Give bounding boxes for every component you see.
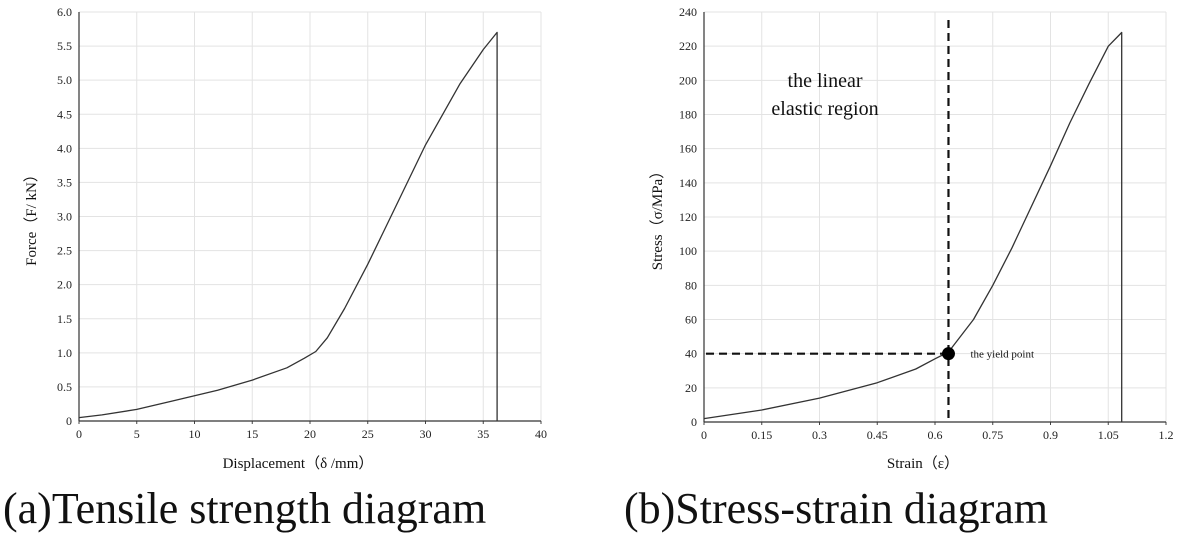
- y-axis-label: Stress（σ/MPa）: [649, 164, 666, 270]
- x-tick-label: 15: [246, 427, 258, 441]
- x-tick-label: 0: [76, 427, 82, 441]
- yield-point-marker: [941, 347, 955, 361]
- caption-a: (a)Tensile strength diagram: [3, 484, 487, 533]
- series-line: [703, 31, 1123, 422]
- y-tick-label: 5.0: [57, 73, 72, 87]
- y-tick-label: 80: [685, 278, 697, 292]
- x-tick-label: 0.15: [751, 428, 772, 442]
- y-tick-label: 200: [679, 73, 697, 87]
- x-axis-label: Displacement（δ /mm）: [223, 455, 374, 472]
- caption-b: (b)Stress-strain diagram: [624, 484, 1048, 533]
- y-tick-label: 140: [679, 176, 697, 190]
- x-tick-label: 0.3: [812, 428, 827, 442]
- y-tick-label: 2.5: [57, 244, 72, 258]
- y-tick-label: 2.0: [57, 278, 72, 292]
- y-axis-label: Force（F/ kN）: [23, 167, 40, 266]
- yield-point-label: the yield point: [970, 349, 1034, 361]
- chart-b: 0 0.15 0.3 0.45 0.6 0.75 0.9 1.05 1.2 0 20 40 60 80 10…: [649, 5, 1174, 472]
- x-tick-label: 40: [535, 427, 547, 441]
- x-axis-label: Strain（ε）: [887, 455, 959, 472]
- y-tick-label: 1.5: [57, 312, 72, 326]
- x-tick-label: 0.6: [928, 428, 943, 442]
- y-tick-label: 4.0: [57, 141, 72, 155]
- series-line: [78, 31, 498, 421]
- y-tick-label: 180: [679, 108, 697, 122]
- y-tick-label: 120: [679, 210, 697, 224]
- region-label-line1: the linear: [788, 70, 863, 92]
- y-tick-label: 0: [691, 415, 697, 429]
- x-tick-label: 1.2: [1159, 428, 1174, 442]
- y-tick-label: 3.0: [57, 210, 72, 224]
- y-tick-label: 20: [685, 381, 697, 395]
- chart-a: 0 5 10 15 20 25 30 35 40 0 0.5 1.0 1.5 2.0 2.5 3.0 3.5 4.…: [23, 5, 547, 472]
- y-tick-label: 1.0: [57, 346, 72, 360]
- x-tick-label: 0.75: [982, 428, 1003, 442]
- x-tick-label: 10: [189, 427, 201, 441]
- y-tick-label: 6.0: [57, 5, 72, 19]
- y-tick-label: 4.5: [57, 107, 72, 121]
- x-tick-label: 1.05: [1098, 428, 1119, 442]
- y-tick-label: 100: [679, 244, 697, 258]
- region-label-line2: elastic region: [771, 98, 878, 120]
- x-tick-label: 30: [420, 427, 432, 441]
- y-tick-label: 40: [685, 347, 697, 361]
- x-tick-label: 0.9: [1043, 428, 1058, 442]
- x-tick-label: 0.45: [867, 428, 888, 442]
- x-tick-label: 35: [477, 427, 489, 441]
- x-tick-label: 5: [134, 427, 140, 441]
- x-tick-label: 20: [304, 427, 316, 441]
- y-tick-label: 5.5: [57, 39, 72, 53]
- x-tick-label: 0: [701, 428, 707, 442]
- x-tick-label: 25: [362, 427, 374, 441]
- y-tick-label: 3.5: [57, 175, 72, 189]
- y-tick-label: 60: [685, 313, 697, 327]
- y-tick-label: 220: [679, 39, 697, 53]
- y-tick-label: 240: [679, 5, 697, 19]
- y-tick-label: 0: [66, 414, 72, 428]
- y-tick-label: 0.5: [57, 380, 72, 394]
- y-tick-label: 160: [679, 142, 697, 156]
